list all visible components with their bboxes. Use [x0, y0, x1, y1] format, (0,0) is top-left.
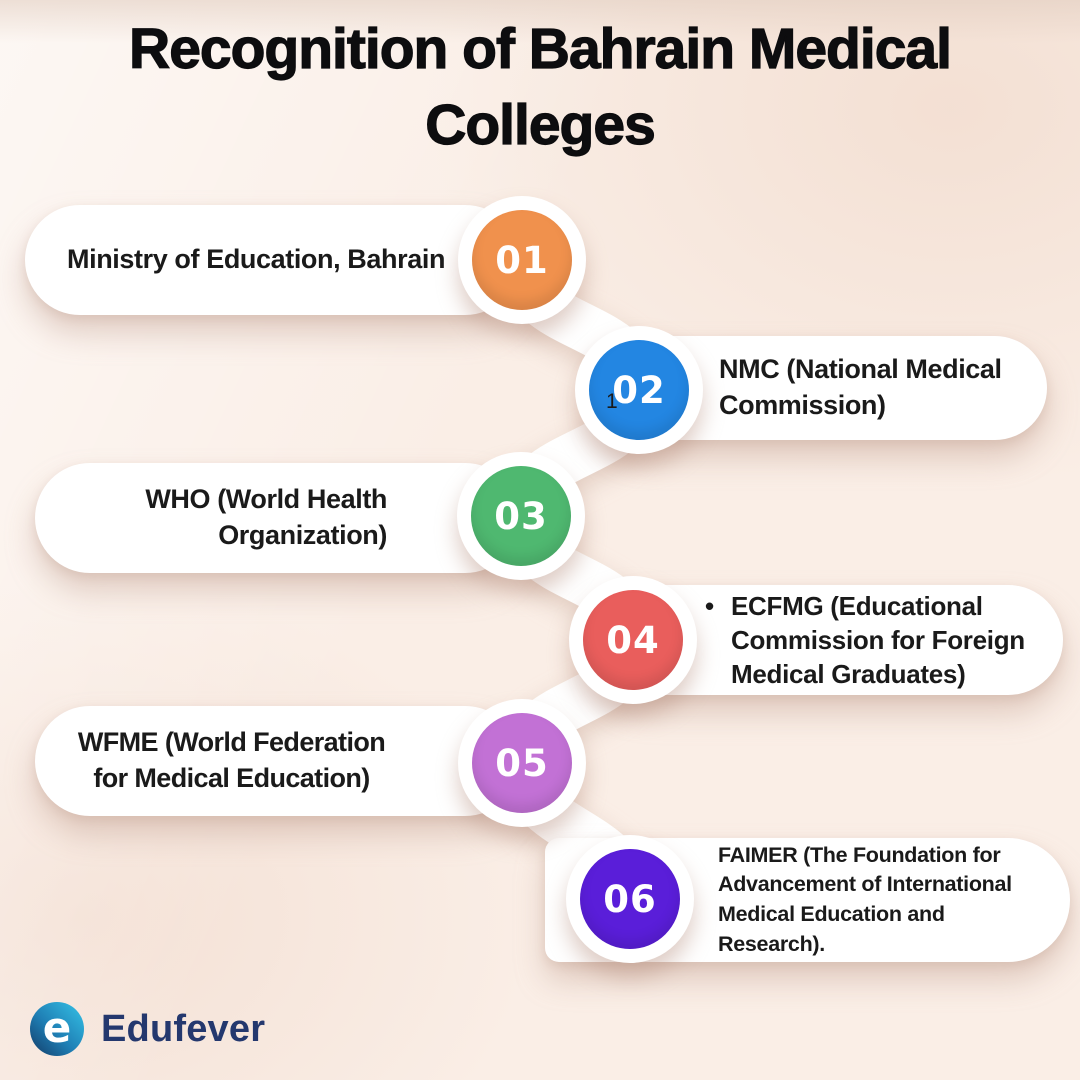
item-label-5: WFME (World Federation for Medical Educa…	[77, 727, 386, 793]
number-badge-6: 06	[580, 849, 680, 949]
item-label-3: WHO (World Health Organization)	[145, 484, 387, 550]
bullet-icon: •	[705, 590, 714, 621]
item-label-1: Ministry of Education, Bahrain	[67, 244, 446, 275]
edufever-logo: e Edufever	[28, 1000, 265, 1058]
number-text-4: 04	[606, 618, 660, 662]
number-badge-1: 01	[472, 210, 572, 310]
number-badge-5: 05	[472, 713, 572, 813]
edufever-e-icon: e	[30, 1002, 84, 1056]
number-badge-2: 02	[589, 340, 689, 440]
item-label-4: ECFMG (Educational Commission for Foreig…	[731, 590, 1025, 690]
stray-footnote-text: 1	[606, 390, 618, 413]
number-text-5: 05	[495, 741, 549, 785]
item-card-1: Ministry of Education, Bahrain	[25, 205, 520, 315]
number-text-3: 03	[494, 494, 548, 538]
item-card-5: WFME (World Federation for Medical Educa…	[35, 706, 520, 816]
item-card-3: WHO (World Health Organization)	[35, 463, 520, 573]
number-badge-4: 04	[583, 590, 683, 690]
brand-name: Edufever	[101, 1007, 266, 1050]
number-text-2: 02	[612, 368, 666, 412]
number-text-6: 06	[603, 877, 657, 921]
number-text-1: 01	[495, 238, 549, 282]
number-badge-3: 03	[471, 466, 571, 566]
logo-letter: e	[43, 1003, 72, 1052]
page-title: Recognition of Bahrain Medical Colleges	[128, 16, 952, 157]
